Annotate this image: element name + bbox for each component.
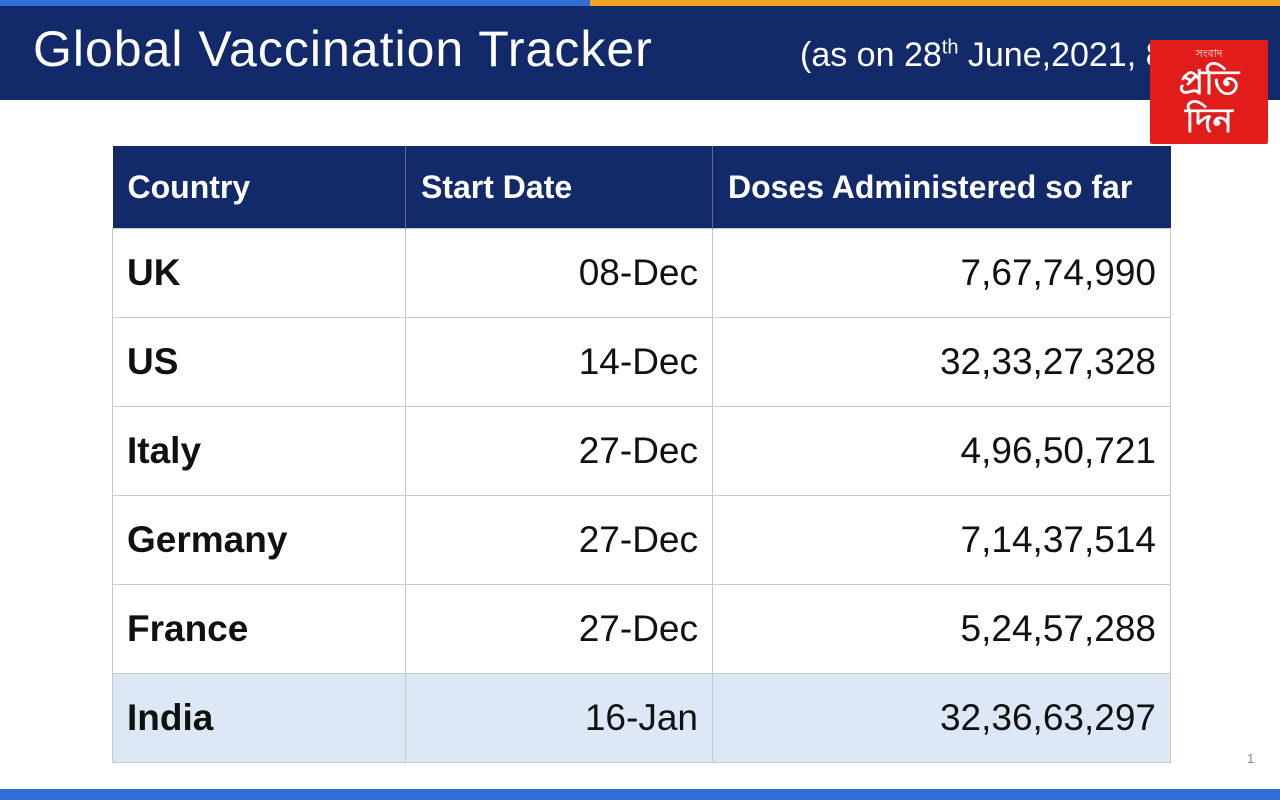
start-date-cell: 08-Dec [405, 228, 713, 318]
logo-tagline: সংবাদ [1195, 47, 1223, 60]
doses-cell: 5,24,57,288 [712, 584, 1171, 674]
table-header-row: Country Start Date Doses Administered so… [112, 146, 1171, 229]
country-cell: US [112, 317, 406, 407]
column-header-doses: Doses Administered so far [712, 146, 1171, 229]
as-of-superscript: th [941, 36, 959, 59]
country-cell: Italy [112, 406, 406, 496]
as-of-date: (as on 28th June,2021, 8 [800, 36, 1165, 75]
doses-cell: 7,67,74,990 [712, 228, 1171, 318]
page-title: Global Vaccination Tracker [33, 21, 653, 77]
column-header-start-date: Start Date [405, 146, 713, 229]
table-row: US 14-Dec 32,33,27,328 [112, 317, 1171, 407]
top-accent-bar [0, 0, 1280, 10]
start-date-cell: 27-Dec [405, 406, 713, 496]
vaccination-table: Country Start Date Doses Administered so… [112, 146, 1171, 763]
bottom-accent-bar [0, 789, 1280, 800]
table-row: UK 08-Dec 7,67,74,990 [112, 228, 1171, 318]
table-row: France 27-Dec 5,24,57,288 [112, 584, 1171, 674]
start-date-cell: 14-Dec [405, 317, 713, 407]
table-row: Germany 27-Dec 7,14,37,514 [112, 495, 1171, 585]
table-row-highlighted: India 16-Jan 32,36,63,297 [112, 673, 1171, 763]
start-date-cell: 27-Dec [405, 584, 713, 674]
country-cell: India [112, 673, 406, 763]
header-banner: Global Vaccination Tracker (as on 28th J… [0, 6, 1280, 100]
start-date-cell: 16-Jan [405, 673, 713, 763]
slide-page-number: 1 [1247, 751, 1255, 766]
country-cell: Germany [112, 495, 406, 585]
doses-cell: 32,36,63,297 [712, 673, 1171, 763]
logo-line-2: দিন [1185, 101, 1233, 141]
country-cell: France [112, 584, 406, 674]
logo-line-1: প্রতি [1178, 63, 1240, 103]
as-of-suffix: June,2021, 8 [958, 36, 1165, 74]
as-of-prefix: (as on 28 [800, 36, 942, 74]
table-row: Italy 27-Dec 4,96,50,721 [112, 406, 1171, 496]
sangbad-pratidin-logo: সংবাদ প্রতি দিন [1150, 40, 1268, 144]
doses-cell: 32,33,27,328 [712, 317, 1171, 407]
start-date-cell: 27-Dec [405, 495, 713, 585]
column-header-country: Country [112, 146, 406, 229]
country-cell: UK [112, 228, 406, 318]
doses-cell: 7,14,37,514 [712, 495, 1171, 585]
doses-cell: 4,96,50,721 [712, 406, 1171, 496]
